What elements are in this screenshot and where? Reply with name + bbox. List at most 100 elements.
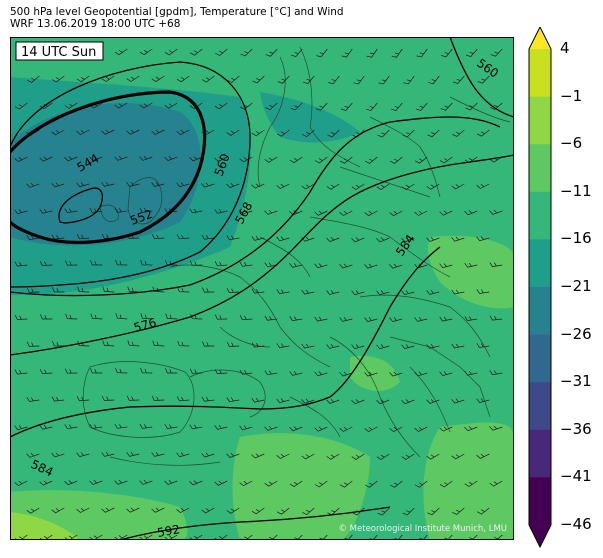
wind-barb [126, 507, 140, 513]
wind-barb [264, 209, 278, 215]
contour-label-576: 576 [132, 315, 158, 334]
colorbar-tick-label: −46 [560, 515, 592, 533]
wind-barb [201, 182, 215, 188]
wind-barb [464, 426, 478, 432]
wind-barb [39, 534, 53, 540]
wind-barb [339, 426, 353, 432]
wind-barb [441, 48, 453, 58]
wind-barb [139, 155, 153, 161]
wind-barb [277, 75, 290, 84]
colorbar-tick-label: −41 [560, 467, 592, 486]
wind-barb [402, 129, 415, 138]
wind-barb [401, 453, 415, 460]
wind-barb [51, 75, 65, 83]
wind-barb [139, 479, 153, 485]
wind-barb [127, 286, 140, 293]
wind-barb [226, 183, 240, 189]
wind-barb [351, 237, 365, 243]
wind-barb [264, 370, 278, 376]
wind-barb [276, 236, 290, 242]
wind-barb [115, 313, 128, 320]
wind-barb [465, 102, 478, 111]
wind-barb [39, 368, 53, 374]
wind-barb [140, 259, 153, 266]
wind-barb [364, 371, 378, 377]
wind-barb [376, 290, 390, 296]
wind-barb [326, 453, 340, 460]
wind-barb [64, 368, 78, 374]
wind-barb [127, 340, 140, 347]
wind-barb [189, 480, 203, 486]
wind-barb [464, 210, 478, 216]
wind-barb [316, 48, 328, 58]
wind-barb [251, 129, 265, 137]
wind-barb [164, 479, 178, 485]
wind-barb [240, 48, 253, 57]
wind-barb [102, 286, 115, 293]
wind-barb [314, 210, 328, 216]
wind-barb [276, 453, 290, 459]
wind-barb [102, 340, 115, 347]
wind-barb [251, 507, 265, 515]
wind-barb [151, 75, 165, 83]
wind-barb [126, 181, 140, 187]
wind-barb [265, 48, 278, 57]
wind-barb [14, 425, 28, 431]
wind-barb [52, 341, 65, 347]
wind-barb [189, 208, 203, 214]
wind-barb [301, 289, 315, 295]
cool-strip [260, 92, 360, 143]
wind-barb [365, 102, 378, 112]
wind-barb [489, 480, 503, 487]
wind-barb [489, 315, 503, 321]
wind-barb [26, 507, 40, 514]
wind-barb [452, 129, 465, 137]
wind-barb [165, 368, 178, 374]
wind-barb [289, 426, 303, 432]
wind-barb [26, 287, 40, 293]
wind-barb [252, 75, 265, 84]
wind-barb [351, 344, 365, 350]
wind-barb [151, 182, 165, 187]
wind-barb [364, 210, 378, 217]
wind-barb [401, 344, 415, 349]
wind-barb [426, 183, 440, 190]
wind-barb [251, 235, 265, 241]
colorbar-band [529, 382, 551, 431]
wind-barb [14, 209, 28, 215]
colorbar-tick-label: −21 [560, 277, 592, 295]
wind-barb [51, 396, 65, 402]
map-title: 500 hPa level Geopotential [gpdm], Tempe… [10, 6, 344, 18]
colorbar-tick-label: −36 [560, 419, 592, 438]
wind-barb [339, 263, 353, 269]
colorbar-band [529, 429, 551, 478]
wind-barb [302, 507, 315, 516]
wind-barb [39, 424, 53, 430]
wind-barb [476, 343, 490, 348]
colorbar-outline [528, 27, 552, 549]
wind-barb [164, 156, 178, 162]
wind-barb [51, 182, 65, 188]
wind-barb [251, 453, 265, 459]
wind-barb [115, 259, 128, 266]
contour-584 [10, 246, 441, 438]
wind-barb [14, 261, 28, 267]
wind-barb [140, 367, 153, 374]
wind-barb [476, 507, 490, 515]
wind-barb [39, 480, 53, 486]
wind-barb [101, 507, 115, 513]
wind-barb [439, 371, 453, 376]
wind-barb [101, 129, 115, 135]
wind-barb [264, 315, 278, 321]
wind-barb [476, 289, 490, 294]
wind-barb [39, 208, 53, 214]
colorbar-tick-label: −16 [560, 229, 592, 248]
wind-barb [276, 507, 290, 515]
colorbar-tick-label: −1 [560, 86, 583, 105]
wind-barb [214, 208, 228, 214]
wind-barb [401, 399, 415, 405]
colorbar-band [529, 96, 551, 145]
map-subtitle: WRF 13.06.2019 18:00 UTC +68 [10, 18, 181, 30]
wind-barb [326, 290, 340, 295]
warm-southeast [423, 422, 514, 540]
